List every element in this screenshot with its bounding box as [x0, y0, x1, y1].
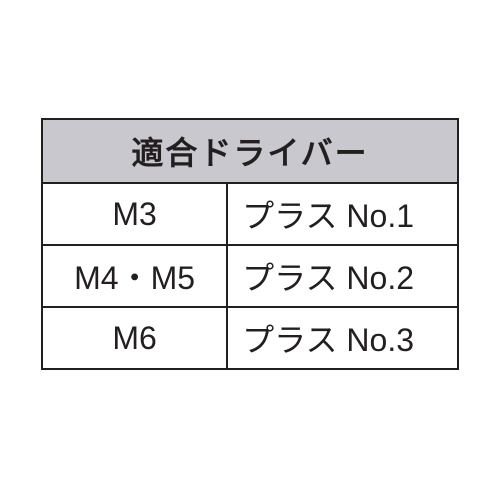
cell-size: M4・M5	[42, 245, 227, 307]
compat-driver-table: 適合ドライバー M3 プラス No.1 M4・M5 プラス No.2 M6 プラ…	[41, 118, 459, 370]
cell-size: M6	[42, 307, 227, 369]
cell-size: M3	[42, 183, 227, 245]
table-row: M6 プラス No.3	[42, 307, 458, 369]
table-row: M3 プラス No.1	[42, 183, 458, 245]
table-row: M4・M5 プラス No.2	[42, 245, 458, 307]
cell-driver: プラス No.2	[227, 245, 458, 307]
cell-driver: プラス No.1	[227, 183, 458, 245]
table-header-cell: 適合ドライバー	[42, 119, 458, 183]
cell-driver: プラス No.3	[227, 307, 458, 369]
table-header-row: 適合ドライバー	[42, 119, 458, 183]
